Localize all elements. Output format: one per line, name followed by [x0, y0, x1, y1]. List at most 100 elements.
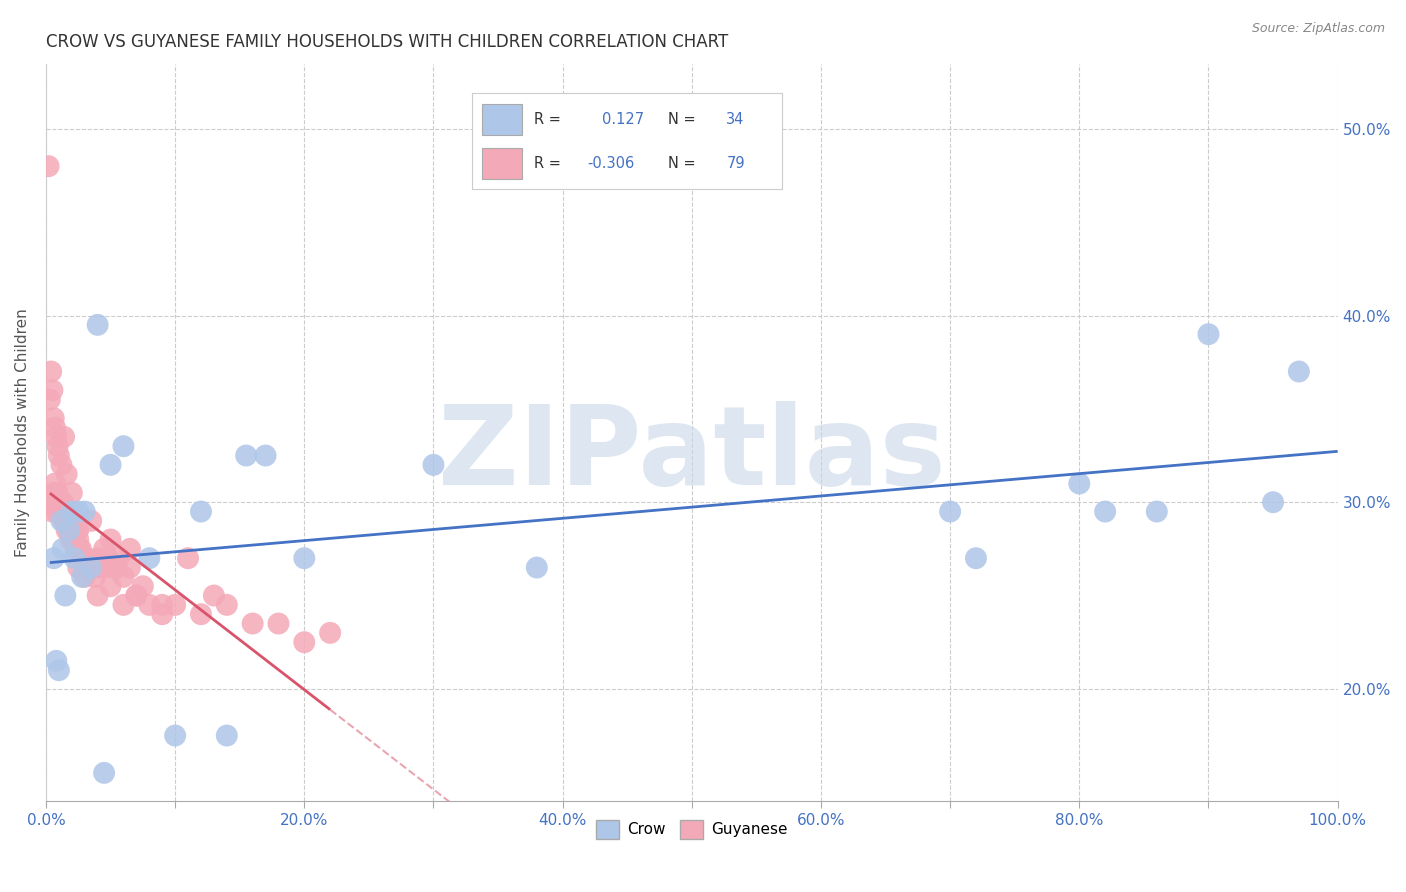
- Point: [42, 551, 65, 566]
- Point: [45, 504, 67, 518]
- Point: [125, 589, 148, 603]
- Point: [67, 560, 90, 574]
- Point: [55, 467, 77, 482]
- Point: [59, 533, 82, 547]
- Point: [48, 663, 70, 677]
- Point: [48, 449, 70, 463]
- Point: [86, 589, 108, 603]
- Point: [190, 504, 212, 518]
- Point: [965, 551, 987, 566]
- Point: [267, 616, 290, 631]
- Point: [67, 533, 90, 547]
- Point: [84, 570, 107, 584]
- Point: [44, 420, 66, 434]
- Point: [39, 365, 62, 379]
- Point: [138, 551, 160, 566]
- Point: [45, 430, 67, 444]
- Point: [242, 616, 264, 631]
- Point: [1198, 327, 1220, 342]
- Point: [60, 523, 83, 537]
- Point: [1288, 365, 1310, 379]
- Point: [51, 458, 73, 472]
- Point: [422, 458, 444, 472]
- Point: [150, 598, 173, 612]
- Text: ZIPatlas: ZIPatlas: [437, 401, 946, 508]
- Point: [63, 533, 86, 547]
- Point: [44, 476, 66, 491]
- Point: [38, 495, 60, 509]
- Point: [86, 318, 108, 332]
- Point: [53, 430, 76, 444]
- Point: [80, 514, 103, 528]
- Point: [112, 570, 135, 584]
- Point: [67, 504, 90, 518]
- Point: [235, 449, 257, 463]
- Point: [38, 392, 60, 407]
- Point: [215, 598, 238, 612]
- Point: [202, 589, 225, 603]
- Point: [69, 541, 91, 556]
- Point: [97, 551, 120, 566]
- Point: [45, 654, 67, 668]
- Point: [526, 560, 548, 574]
- Point: [67, 523, 90, 537]
- Point: [51, 514, 73, 528]
- Point: [86, 551, 108, 566]
- Point: [52, 495, 75, 509]
- Point: [112, 439, 135, 453]
- Point: [82, 560, 104, 574]
- Point: [93, 560, 115, 574]
- Point: [51, 504, 73, 518]
- Point: [46, 439, 69, 453]
- Point: [73, 570, 96, 584]
- Legend: Crow, Guyanese: Crow, Guyanese: [591, 814, 793, 845]
- Point: [62, 533, 84, 547]
- Point: [1261, 495, 1284, 509]
- Point: [58, 504, 80, 518]
- Point: [76, 551, 98, 566]
- Point: [55, 523, 77, 537]
- Point: [254, 449, 277, 463]
- Point: [132, 579, 155, 593]
- Point: [118, 541, 141, 556]
- Point: [63, 551, 86, 566]
- Point: [41, 504, 63, 518]
- Point: [138, 598, 160, 612]
- Point: [79, 560, 101, 574]
- Point: [73, 504, 96, 518]
- Point: [177, 551, 200, 566]
- Point: [150, 607, 173, 622]
- Point: [48, 504, 70, 518]
- Point: [53, 514, 76, 528]
- Point: [49, 495, 72, 509]
- Point: [319, 625, 342, 640]
- Point: [65, 541, 87, 556]
- Point: [66, 523, 89, 537]
- Text: CROW VS GUYANESE FAMILY HOUSEHOLDS WITH CHILDREN CORRELATION CHART: CROW VS GUYANESE FAMILY HOUSEHOLDS WITH …: [46, 33, 728, 51]
- Point: [93, 541, 115, 556]
- Point: [105, 560, 128, 574]
- Point: [165, 598, 187, 612]
- Point: [100, 533, 122, 547]
- Point: [103, 560, 125, 574]
- Point: [70, 541, 93, 556]
- Point: [118, 560, 141, 574]
- Point: [190, 607, 212, 622]
- Point: [215, 729, 238, 743]
- Point: [1146, 504, 1168, 518]
- Point: [53, 504, 76, 518]
- Point: [93, 765, 115, 780]
- Point: [100, 458, 122, 472]
- Point: [1069, 476, 1091, 491]
- Point: [70, 570, 93, 584]
- Point: [53, 589, 76, 603]
- Point: [112, 598, 135, 612]
- Point: [80, 560, 103, 574]
- Point: [73, 560, 96, 574]
- Point: [70, 551, 93, 566]
- Point: [939, 504, 962, 518]
- Point: [63, 514, 86, 528]
- Point: [58, 523, 80, 537]
- Y-axis label: Family Households with Children: Family Households with Children: [15, 308, 30, 557]
- Point: [89, 560, 111, 574]
